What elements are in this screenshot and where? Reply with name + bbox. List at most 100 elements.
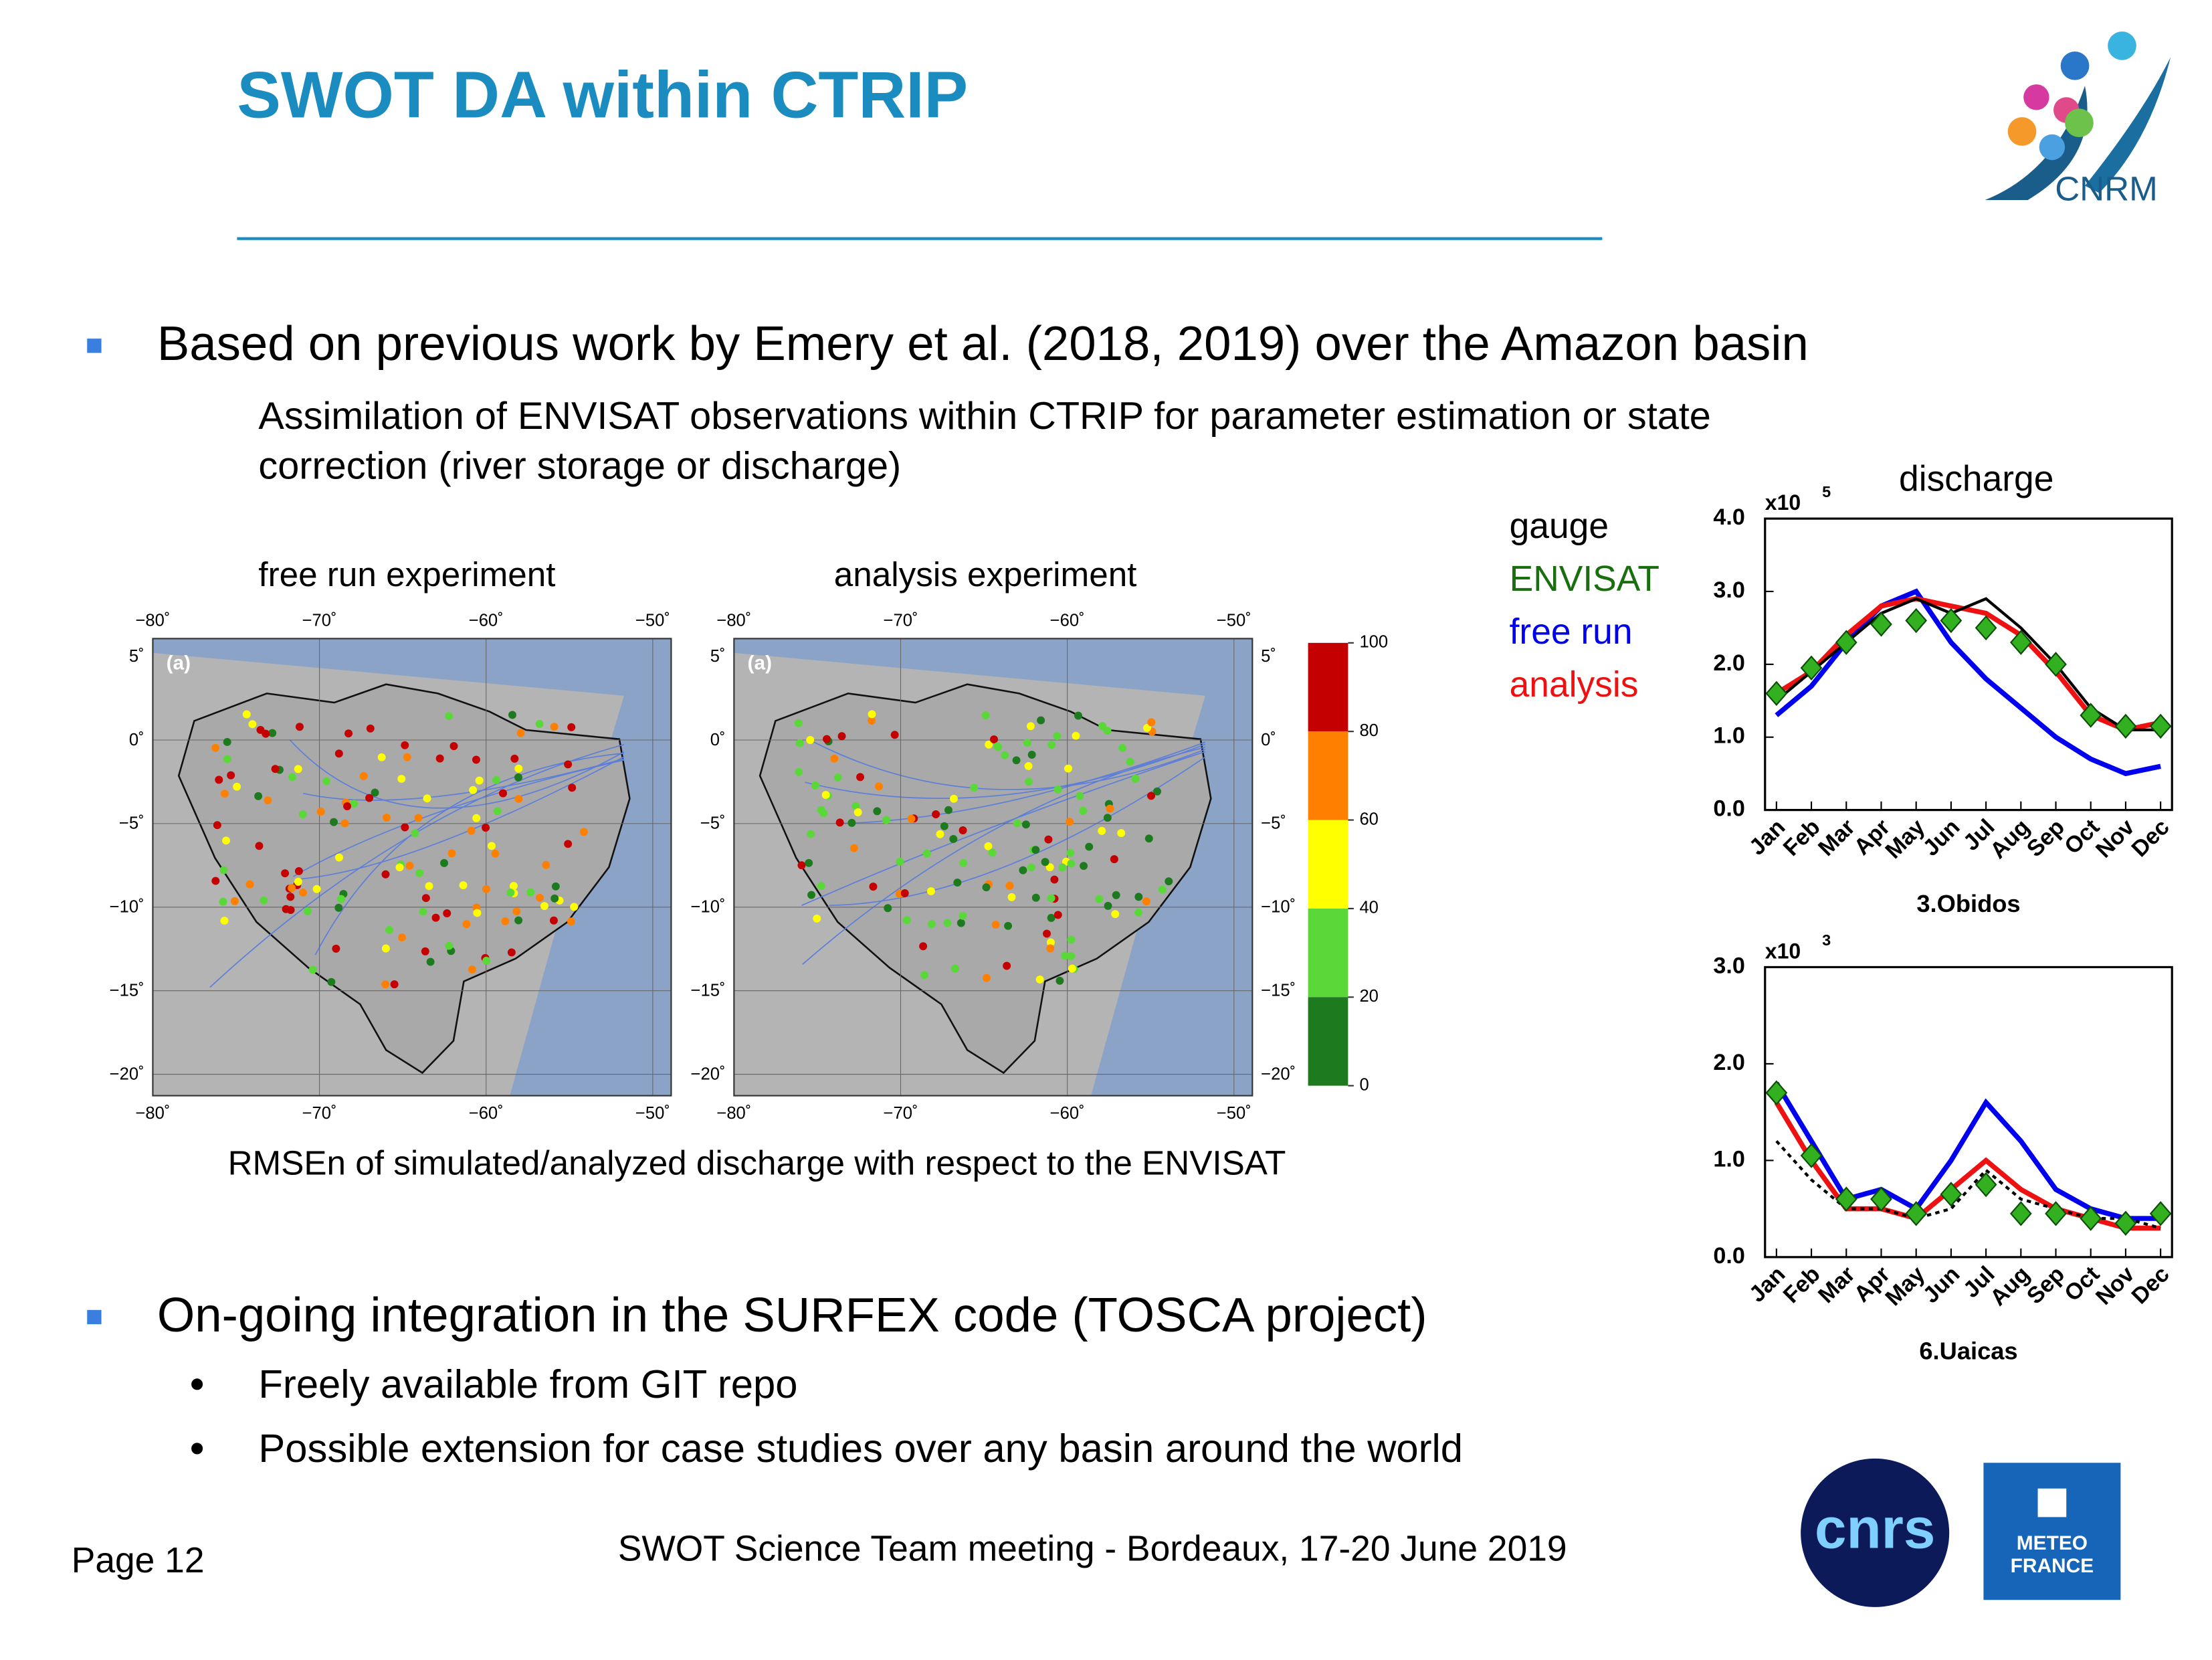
station-dot: [1085, 842, 1094, 851]
station-dot: [482, 885, 490, 893]
station-dot: [1076, 792, 1084, 800]
station-dot: [1047, 894, 1055, 903]
station-dot: [550, 894, 559, 903]
lat-label: −20˚: [110, 1065, 144, 1083]
lat-label: 5˚: [1261, 647, 1276, 666]
station-dot: [579, 828, 588, 836]
station-dot: [440, 858, 449, 867]
colorbar-segment: [1308, 642, 1348, 732]
map-caption: RMSEn of simulated/analyzed discharge wi…: [228, 1144, 1286, 1182]
station-dot: [811, 781, 819, 790]
station-dot: [1126, 757, 1134, 766]
lon-label: −70˚: [884, 612, 918, 630]
station-dot: [1111, 910, 1120, 919]
lat-label: −15˚: [691, 982, 726, 1000]
station-dot: [491, 849, 500, 858]
river: [289, 739, 625, 809]
station-dot: [990, 735, 999, 744]
station-dot: [1131, 774, 1140, 783]
station-dot: [1043, 929, 1051, 938]
station-dot: [401, 741, 409, 749]
station-dot: [1047, 741, 1056, 749]
station-dot: [1067, 859, 1076, 868]
station-dot: [255, 842, 264, 850]
station-dot: [482, 824, 490, 832]
station-dot: [445, 712, 454, 721]
station-dot: [1004, 921, 1013, 930]
station-dot: [282, 905, 290, 913]
envisat-marker: [2114, 1210, 2137, 1236]
station-dot: [469, 786, 478, 794]
station-dot: [514, 795, 523, 804]
station-dot: [1007, 893, 1016, 901]
station-dot: [288, 884, 296, 893]
station-dot: [1142, 897, 1150, 906]
logo-text: METEO: [2017, 1532, 2088, 1554]
station-dot: [540, 902, 548, 911]
station-dot: [223, 737, 231, 746]
station-dot: [443, 909, 451, 917]
station-dot: [868, 710, 876, 719]
station-dot: [414, 814, 423, 822]
station-dot: [1053, 785, 1062, 794]
envisat-marker: [1940, 1182, 1963, 1207]
station-dot: [435, 754, 444, 763]
station-dot: [1153, 787, 1162, 796]
station-dot: [405, 861, 414, 870]
station-dot: [896, 857, 904, 866]
series-line: [1774, 1081, 2161, 1221]
colorbar-segment: [1308, 908, 1348, 998]
station-dot: [350, 800, 359, 808]
station-dot: [482, 956, 491, 965]
station-dot: [499, 789, 507, 798]
station-dot: [991, 921, 1000, 929]
river: [829, 756, 1206, 907]
station-dot: [1058, 863, 1067, 872]
station-dot: [462, 920, 471, 929]
lat-label: 5˚: [129, 647, 144, 666]
colorbar-label: 100: [1359, 633, 1388, 652]
station-dot: [922, 849, 931, 858]
station-dot: [288, 773, 296, 781]
envisat-marker: [2149, 1201, 2172, 1226]
station-dot: [1165, 877, 1173, 886]
station-dot: [254, 792, 263, 800]
station-dot: [1027, 751, 1036, 759]
station-dot: [411, 829, 419, 838]
envisat-marker: [2045, 1201, 2067, 1226]
colorbar-label: 60: [1359, 810, 1379, 828]
station-dot: [900, 889, 909, 897]
x-tick-label: Dec: [2127, 1261, 2175, 1309]
lat-label: 5˚: [710, 647, 726, 666]
station-dot: [535, 719, 544, 728]
chart-title: discharge: [1899, 460, 2053, 499]
station-dot: [1019, 866, 1027, 874]
cnrm-logo: CNRM: [1985, 31, 2171, 208]
station-dot: [542, 860, 550, 869]
lat-label: −5˚: [700, 814, 726, 833]
station-dot: [535, 893, 544, 902]
lat-label: −10˚: [1261, 898, 1296, 917]
y-tick-label: 0.0: [1713, 796, 1744, 822]
lat-label: −10˚: [691, 898, 726, 917]
river: [292, 759, 625, 877]
lon-label: −50˚: [1217, 612, 1251, 630]
station-dot: [847, 818, 856, 827]
colorbar-label: 20: [1359, 987, 1379, 1006]
station-dot: [851, 802, 860, 810]
station-dot: [1031, 893, 1040, 902]
lat-label: −15˚: [110, 982, 144, 1000]
station-dot: [445, 941, 454, 950]
station-dot: [419, 907, 427, 916]
station-dot: [501, 917, 510, 925]
station-dot: [550, 723, 559, 731]
station-dot: [856, 773, 865, 781]
station-dot: [219, 897, 227, 906]
river: [296, 756, 625, 881]
y-tick-label: 4.0: [1713, 504, 1744, 530]
station-dot: [926, 887, 935, 895]
station-dot: [1134, 893, 1143, 901]
station-dot: [514, 764, 523, 773]
station-dot: [211, 743, 220, 752]
